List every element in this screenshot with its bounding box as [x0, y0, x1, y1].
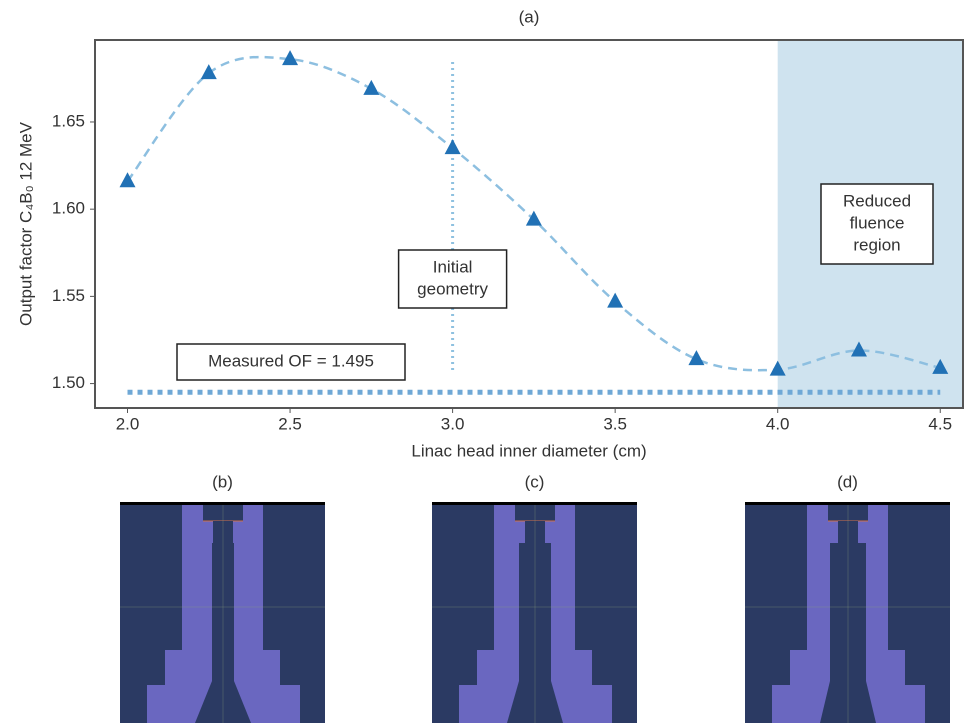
x-tick-label: 4.5: [928, 414, 952, 433]
marker: [607, 293, 623, 308]
y-tick-label: 1.60: [52, 199, 85, 218]
geometry-image: [120, 502, 325, 723]
measured-of-label: Measured OF = 1.495: [208, 351, 374, 370]
x-tick-label: 2.0: [116, 414, 140, 433]
chart-title: (a): [519, 7, 540, 26]
marker: [201, 64, 217, 79]
y-tick-label: 1.55: [52, 286, 85, 305]
marker: [526, 211, 542, 226]
top-bar: [120, 502, 325, 505]
initial-geometry-label: Initial: [433, 257, 473, 276]
reduced-fluence-label: region: [853, 235, 900, 254]
x-tick-label: 2.5: [278, 414, 302, 433]
x-tick-label: 3.5: [603, 414, 627, 433]
panel-label: (b): [212, 472, 233, 491]
initial-geometry-label: geometry: [417, 279, 488, 298]
figure: (a) 2.0 2.5 3.0 3.5 4.0 4.5 1.50 1.55 1.60 1.65 Lin…: [0, 0, 965, 723]
x-tick-label: 3.0: [441, 414, 465, 433]
panel-label: (d): [837, 472, 858, 491]
reduced-fluence-label: Reduced: [843, 191, 911, 210]
top-bar: [432, 502, 637, 505]
x-axis-label: Linac head inner diameter (cm): [411, 441, 646, 460]
y-tick-label: 1.65: [52, 111, 85, 130]
y-axis-label: Output factor C₄B₀ 12 MeV: [16, 121, 35, 326]
marker: [445, 139, 461, 154]
geometry-image: [432, 502, 637, 723]
reduced-fluence-label: fluence: [850, 213, 905, 232]
top-bar: [745, 502, 950, 505]
geometry-image: [745, 502, 950, 723]
panel-label: (c): [525, 472, 545, 491]
y-tick-label: 1.50: [52, 373, 85, 392]
marker: [363, 80, 379, 95]
x-tick-label: 4.0: [766, 414, 790, 433]
